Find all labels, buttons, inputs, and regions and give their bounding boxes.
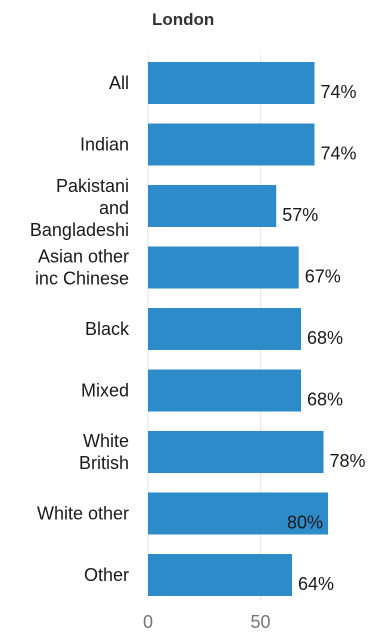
bar (148, 431, 324, 473)
value-labels: 74% 74% 57% 67% 68% 68% 78% 80% 64% (282, 82, 365, 594)
category-label-line: Pakistani (56, 176, 129, 196)
data-label: 68% (307, 390, 343, 410)
x-tick-label: 50 (250, 612, 270, 632)
x-tick-label: 0 (143, 612, 153, 632)
category-label: Other (84, 565, 129, 585)
category-label-line: Bangladeshi (30, 220, 129, 240)
data-label: 80% (287, 513, 323, 533)
bar (148, 246, 299, 289)
category-label: Asian other inc Chinese (35, 247, 129, 289)
category-label-line: and (99, 198, 129, 218)
data-label: 57% (282, 205, 318, 225)
data-label: 64% (298, 574, 334, 594)
category-label-line: British (79, 453, 129, 473)
data-label: 74% (321, 144, 357, 164)
category-label: Indian (80, 135, 129, 155)
category-labels: All Indian Pakistani and Bangladeshi Asian ot… (30, 73, 130, 585)
category-label-line: inc Chinese (35, 269, 129, 289)
category-label-line: Indian (80, 135, 129, 155)
category-label: Pakistani and Bangladeshi (30, 176, 129, 240)
bar (148, 369, 301, 412)
x-axis-ticks: 0 50 (143, 612, 271, 632)
bar (148, 308, 301, 350)
data-label: 74% (321, 82, 357, 102)
bar (148, 62, 315, 104)
data-label: 68% (307, 328, 343, 348)
bar (148, 492, 328, 535)
category-label-line: Black (85, 319, 130, 339)
category-label-line: White other (37, 504, 129, 524)
category-label: White British (79, 431, 129, 473)
bar (148, 185, 277, 227)
bar (148, 554, 292, 596)
category-label-line: Other (84, 565, 129, 585)
data-label: 78% (330, 451, 366, 471)
category-label-line: White (83, 431, 129, 451)
category-label-line: All (109, 73, 129, 93)
data-label: 67% (305, 267, 341, 287)
category-label: White other (37, 504, 129, 524)
category-label: All (109, 73, 129, 93)
category-label: Mixed (81, 381, 129, 401)
category-label: Black (85, 319, 130, 339)
chart-title: London (152, 10, 214, 29)
bar (148, 123, 315, 166)
bars (148, 62, 328, 596)
category-label-line: Asian other (38, 247, 129, 267)
category-label-line: Mixed (81, 381, 129, 401)
